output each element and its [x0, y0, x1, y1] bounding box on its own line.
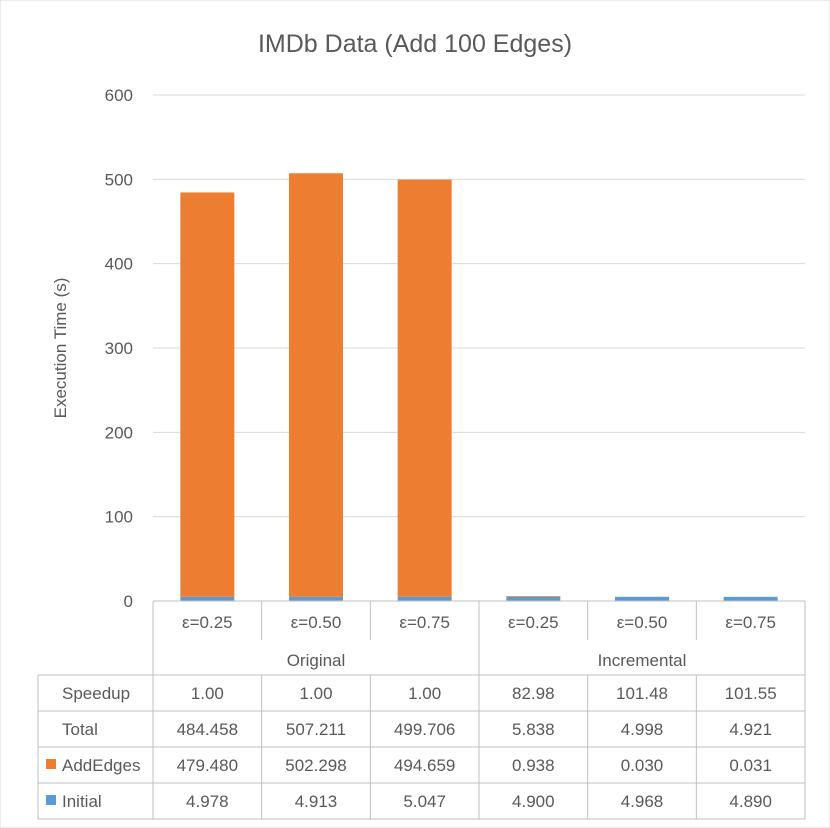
table-cell: 1.00 — [299, 684, 332, 703]
group-label: Incremental — [598, 651, 687, 670]
table-cell: 0.938 — [512, 756, 555, 775]
table-cell: 4.890 — [729, 792, 772, 811]
table-cell: 479.480 — [177, 756, 238, 775]
table-cell: 4.978 — [186, 792, 229, 811]
table-cell: 5.838 — [512, 720, 555, 739]
bar-addedges-0 — [180, 192, 235, 597]
data-table: ε=0.25 ε=0.50 ε=0.75 ε=0.25 ε=0.50 ε=0.75 Orig… — [37, 600, 806, 820]
table-cell: 0.030 — [621, 756, 664, 775]
bar-initial-2 — [397, 596, 452, 601]
bar-initial-5 — [723, 596, 778, 601]
table-cell: 494.659 — [394, 756, 455, 775]
table-cell: 4.998 — [621, 720, 664, 739]
group-label: Original — [287, 651, 346, 670]
table-cell: 484.458 — [177, 720, 238, 739]
table-cell: 5.047 — [403, 792, 446, 811]
table-cell: 0.031 — [729, 756, 772, 775]
y-tick-label: 600 — [105, 86, 133, 105]
bars — [180, 173, 778, 601]
table-cell: 499.706 — [394, 720, 455, 739]
table-cell: 4.913 — [295, 792, 338, 811]
row-label: AddEdges — [62, 756, 140, 775]
table-cell: 4.968 — [621, 792, 664, 811]
x-tick-label: ε=0.50 — [617, 613, 668, 632]
table-cell: 507.211 — [286, 720, 346, 739]
bar-addedges-3 — [506, 596, 561, 597]
row-label: Speedup — [62, 684, 130, 703]
bar-addedges-2 — [397, 179, 452, 597]
table-cell: 1.00 — [408, 684, 441, 703]
x-tick-label: ε=0.75 — [725, 613, 776, 632]
table-cell: 4.921 — [729, 720, 772, 739]
y-axis-ticks: 0 100 200 300 400 500 600 — [105, 86, 133, 611]
row-label: Initial — [62, 792, 102, 811]
bar-initial-3 — [506, 596, 561, 601]
table-cell: 82.98 — [512, 684, 555, 703]
x-tick-label: ε=0.25 — [508, 613, 559, 632]
row-label: Total — [62, 720, 98, 739]
table-cell: 101.55 — [725, 684, 777, 703]
table-cell: 4.900 — [512, 792, 555, 811]
legend-key-addedges — [46, 759, 56, 769]
y-axis-label: Execution Time (s) — [51, 278, 70, 419]
bar-initial-4 — [615, 596, 669, 601]
y-tick-label: 400 — [105, 255, 133, 274]
gridlines — [153, 94, 805, 518]
legend-key-initial — [46, 795, 56, 805]
y-tick-label: 300 — [105, 339, 133, 358]
y-tick-label: 500 — [105, 170, 133, 189]
y-tick-label: 200 — [105, 423, 133, 442]
y-tick-label: 0 — [124, 592, 133, 611]
bar-initial-1 — [289, 596, 343, 601]
x-tick-label: ε=0.50 — [291, 613, 342, 632]
y-tick-label: 100 — [105, 508, 133, 527]
table-cell: 101.48 — [616, 684, 668, 703]
table-cell: 1.00 — [191, 684, 224, 703]
bar-addedges-1 — [289, 173, 343, 597]
x-tick-label: ε=0.25 — [182, 613, 233, 632]
table-cell: 502.298 — [285, 756, 346, 775]
bar-initial-0 — [180, 596, 235, 601]
chart-title: IMDb Data (Add 100 Edges) — [258, 30, 572, 58]
x-tick-label: ε=0.75 — [399, 613, 450, 632]
